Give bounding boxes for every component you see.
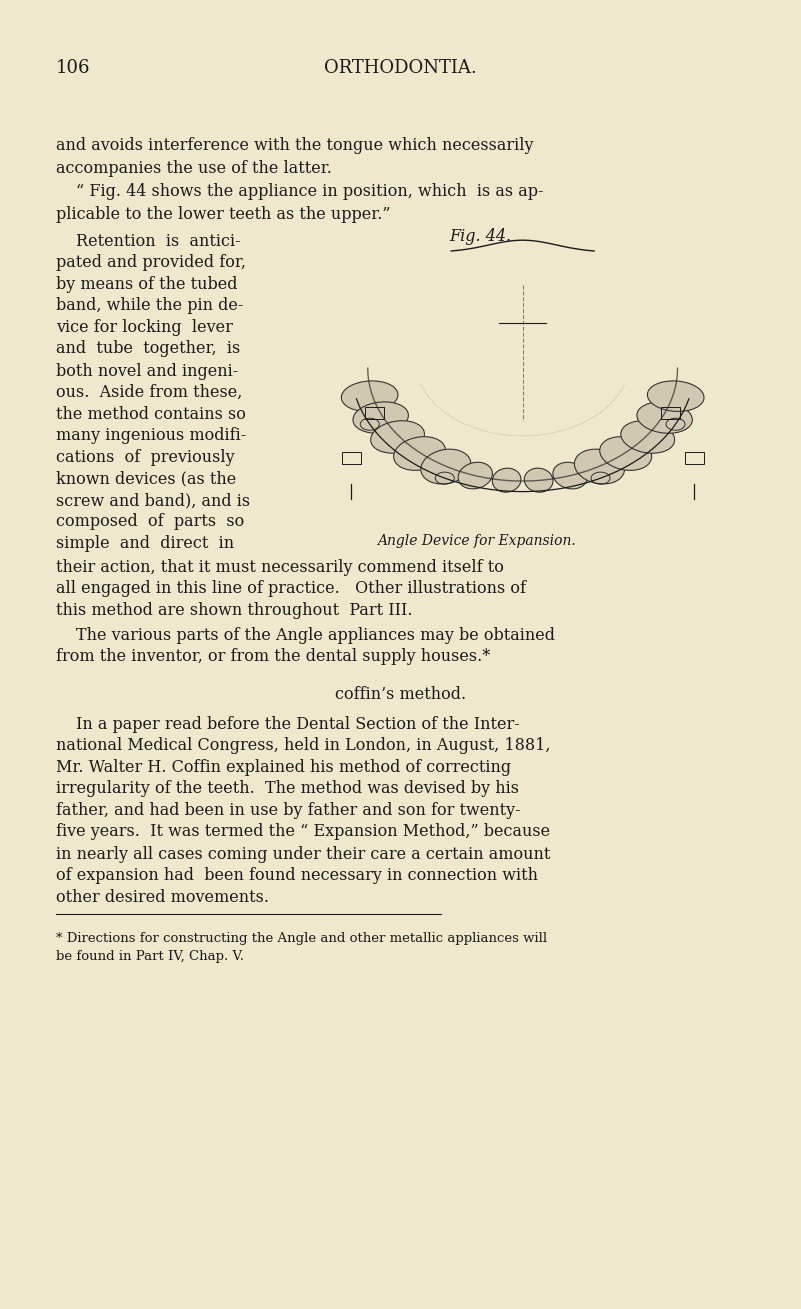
Text: five years.  It was termed the “ Expansion Method,” because: five years. It was termed the “ Expansio… [56, 823, 550, 840]
Text: national Medical Congress, held in London, in August, 1881,: national Medical Congress, held in Londo… [56, 737, 550, 754]
Text: vice for locking  lever: vice for locking lever [56, 319, 233, 336]
Text: this method are shown throughout  Part III.: this method are shown throughout Part II… [56, 602, 413, 619]
Text: pated and provided for,: pated and provided for, [56, 254, 246, 271]
Text: plicable to the lower teeth as the upper.”: plicable to the lower teeth as the upper… [56, 206, 391, 223]
Text: all engaged in this line of practice.   Other illustrations of: all engaged in this line of practice. Ot… [56, 580, 526, 597]
Text: both novel and ingeni-: both novel and ingeni- [56, 363, 239, 380]
Ellipse shape [637, 402, 692, 433]
Text: coffin’s method.: coffin’s method. [335, 686, 466, 703]
Text: in nearly all cases coming under their care a certain amount: in nearly all cases coming under their c… [56, 846, 550, 863]
Text: In a paper read before the Dental Section of the Inter-: In a paper read before the Dental Sectio… [76, 716, 520, 733]
Ellipse shape [574, 449, 625, 484]
Text: Retention  is  antici-: Retention is antici- [76, 233, 241, 250]
Text: other desired movements.: other desired movements. [56, 889, 269, 906]
Text: composed  of  parts  so: composed of parts so [56, 513, 244, 530]
Text: band, while the pin de-: band, while the pin de- [56, 297, 244, 314]
Bar [365, 407, 384, 419]
Ellipse shape [493, 469, 521, 492]
Text: and avoids interference with the tongue which necessarily: and avoids interference with the tongue … [56, 137, 533, 154]
Ellipse shape [600, 437, 652, 470]
Text: 106: 106 [56, 59, 91, 77]
Text: Mr. Walter H. Coffin explained his method of correcting: Mr. Walter H. Coffin explained his metho… [56, 759, 511, 776]
Text: by means of the tubed: by means of the tubed [56, 276, 238, 293]
Text: screw and band), and is: screw and band), and is [56, 492, 250, 509]
Ellipse shape [647, 381, 704, 411]
Text: ous.  Aside from these,: ous. Aside from these, [56, 384, 243, 401]
Bar [661, 407, 680, 419]
Ellipse shape [525, 469, 553, 492]
Ellipse shape [353, 402, 409, 433]
Text: “ Fig. 44 shows the appliance in position, which  is as ap-: “ Fig. 44 shows the appliance in positio… [76, 183, 544, 200]
Text: simple  and  direct  in: simple and direct in [56, 535, 234, 552]
Text: known devices (as the: known devices (as the [56, 470, 236, 487]
Ellipse shape [371, 420, 425, 453]
Text: of expansion had  been found necessary in connection with: of expansion had been found necessary in… [56, 867, 538, 884]
Ellipse shape [553, 462, 587, 488]
Ellipse shape [458, 462, 493, 488]
Ellipse shape [421, 449, 471, 484]
Bar [341, 453, 360, 465]
Text: The various parts of the Angle appliances may be obtained: The various parts of the Angle appliance… [76, 627, 555, 644]
Text: the method contains so: the method contains so [56, 406, 246, 423]
Ellipse shape [341, 381, 398, 411]
Text: * Directions for constructing the Angle and other metallic appliances will: * Directions for constructing the Angle … [56, 932, 547, 945]
Text: many ingenious modifi-: many ingenious modifi- [56, 427, 247, 444]
Text: Fig. 44.: Fig. 44. [449, 228, 512, 245]
Text: cations  of  previously: cations of previously [56, 449, 235, 466]
Text: ORTHODONTIA.: ORTHODONTIA. [324, 59, 477, 77]
Ellipse shape [393, 437, 445, 470]
Text: Angle Device for Expansion.: Angle Device for Expansion. [377, 534, 576, 548]
Text: and  tube  together,  is: and tube together, is [56, 340, 240, 357]
Text: from the inventor, or from the dental supply houses.*: from the inventor, or from the dental su… [56, 648, 490, 665]
Text: be found in Part IV, Chap. V.: be found in Part IV, Chap. V. [56, 950, 244, 963]
Ellipse shape [621, 420, 674, 453]
Bar [685, 453, 704, 465]
Text: accompanies the use of the latter.: accompanies the use of the latter. [56, 160, 332, 177]
Text: father, and had been in use by father and son for twenty-: father, and had been in use by father an… [56, 802, 521, 819]
Text: irregularity of the teeth.  The method was devised by his: irregularity of the teeth. The method wa… [56, 780, 519, 797]
Text: their action, that it must necessarily commend itself to: their action, that it must necessarily c… [56, 559, 504, 576]
